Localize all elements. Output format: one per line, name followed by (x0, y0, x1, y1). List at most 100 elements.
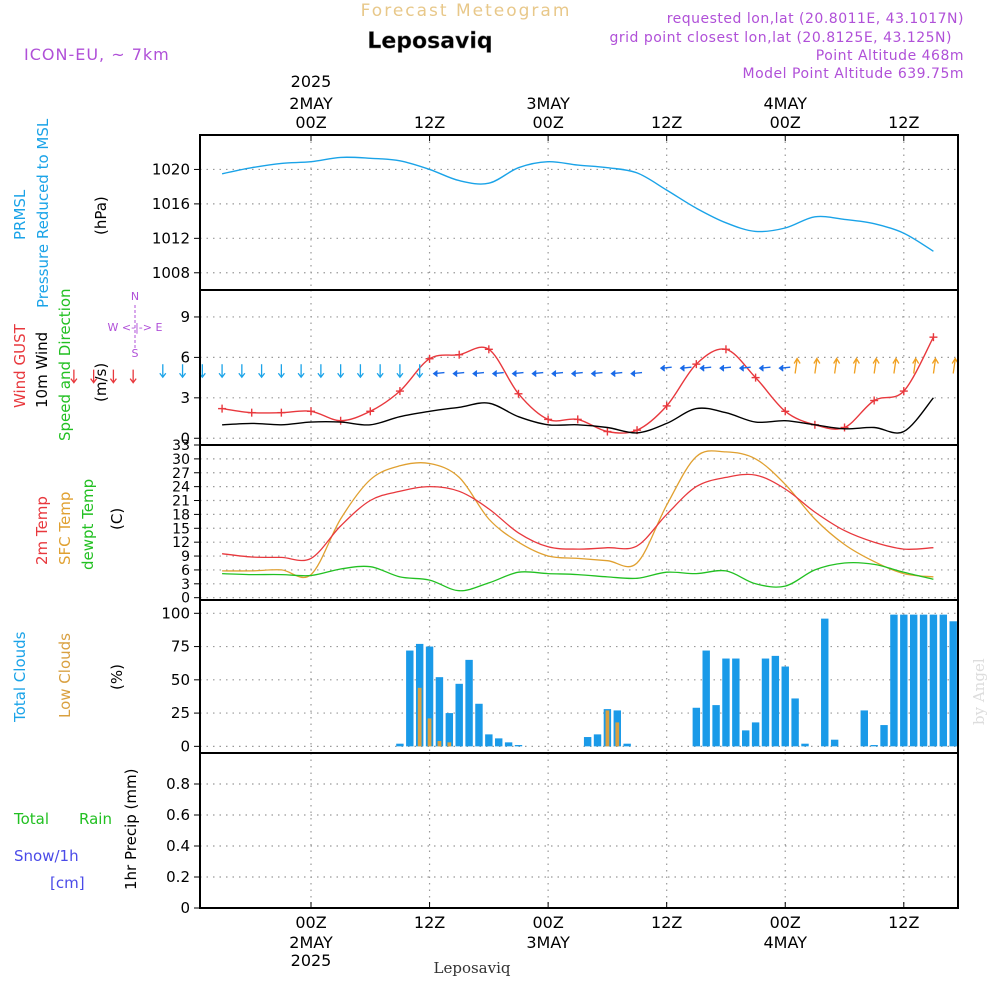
wind-direction-arrow (159, 364, 167, 379)
wind-direction-arrow (793, 357, 801, 374)
wind-gust-marker (603, 427, 612, 436)
total-cloud-bar (514, 745, 523, 747)
wind-direction-arrow (630, 370, 643, 377)
panel-1-background (200, 135, 958, 290)
wind-direction-arrow (376, 364, 384, 379)
panel-4-background (200, 600, 958, 753)
wind-direction-arrow (833, 357, 841, 374)
wind-gust-marker (366, 407, 375, 416)
bottom-axis-line1: 00Z (532, 913, 563, 932)
bottom-axis-line1: 12Z (651, 913, 682, 932)
dewpt-temp-label: dewpt Temp (79, 479, 97, 570)
total-cloud-bar (830, 739, 839, 747)
total-cloud-bar (949, 621, 957, 747)
y-tick-label: 50 (171, 671, 190, 689)
wind-direction-arrow (912, 357, 920, 374)
total-cloud-bar (692, 707, 701, 747)
wind-gust-marker (721, 345, 730, 354)
wind-direction-arrow (277, 364, 285, 379)
2m-temp-label: 2m Temp (33, 496, 51, 565)
wind-direction-arrow (337, 364, 345, 379)
cm-unit-label: [cm] (50, 874, 85, 892)
pct-unit-label: (%) (108, 664, 126, 690)
wind-direction-arrow (931, 357, 939, 374)
wind-gust-marker (395, 387, 404, 396)
low-clouds-label: Low Clouds (56, 633, 74, 718)
total-cloud-bar (722, 658, 730, 747)
total-cloud-bar (495, 738, 503, 747)
sfc-temp-label: SFC Temp (56, 492, 74, 565)
y-tick-label: 27 (172, 466, 190, 482)
wind-direction-arrow (659, 364, 672, 372)
total-cloud-bar (742, 730, 750, 747)
wind-gust-marker (929, 333, 938, 342)
wind-direction-arrow (699, 364, 712, 372)
top-axis-line2: 4MAY (764, 94, 808, 113)
wind-direction-arrow (432, 370, 445, 377)
total-cloud-bar (919, 614, 928, 747)
y-tick-label: 0 (180, 899, 190, 917)
wind-direction-arrow (297, 364, 305, 379)
wind-direction-arrow (852, 357, 860, 374)
wind-direction-arrow (317, 364, 325, 379)
c-unit-label: (C) (108, 508, 126, 530)
wind-direction-arrow (238, 364, 246, 379)
low-cloud-bar (427, 718, 432, 747)
panel-5-background (200, 753, 958, 908)
y-tick-label: 100 (161, 604, 190, 622)
y-tick-label: 6 (181, 563, 190, 579)
wind-direction-arrow (610, 370, 623, 377)
top-axis-line2: 3MAY (526, 94, 570, 113)
y-tick-label: 33 (172, 438, 190, 454)
model-label: ICON-EU, ~ 7km (24, 45, 170, 64)
wind-direction-arrow (472, 370, 485, 377)
total-cloud-bar (445, 713, 454, 747)
wind-gust-marker (781, 407, 790, 416)
total-cloud-bar (732, 658, 740, 747)
tick-labels: 1008101210161020036903691215182124273033… (152, 72, 920, 970)
wind-gust-marker (336, 416, 345, 425)
top-axis-line3: 12Z (651, 113, 682, 132)
wind-direction-arrow (813, 357, 821, 374)
wind-gust-marker (692, 360, 701, 369)
total-cloud-bar (909, 614, 918, 747)
point-altitude: Point Altitude 468m (816, 48, 964, 64)
top-axis-line3: 00Z (295, 113, 326, 132)
y-tick-label: 0.2 (166, 868, 190, 886)
total-cloud-bar (702, 650, 710, 747)
suptitle: Forecast Meteogram (361, 1, 572, 21)
total-cloud-bar (425, 646, 434, 747)
wind-gust-marker (573, 415, 582, 424)
wind-direction-arrow (356, 364, 364, 379)
total-cloud-bar (761, 658, 770, 747)
top-axis-line2: 2MAY (289, 94, 333, 113)
total-cloud-bar (771, 655, 780, 747)
wind-direction-arrow (491, 370, 504, 377)
low-cloud-bar (417, 687, 422, 747)
y-tick-label: 3 (180, 389, 190, 407)
wind-gust-marker (870, 396, 879, 405)
requested-coords: requested lon,lat (20.8011E, 43.1017N) (667, 11, 964, 27)
y-tick-label: 0.6 (166, 806, 190, 824)
dewpt-temp-line (222, 561, 934, 592)
snow-label: Snow/1h (14, 847, 79, 865)
wind-gust-marker (425, 354, 434, 363)
wind-10m-line (222, 397, 934, 434)
wind-gust-marker (247, 408, 256, 417)
wind-direction-arrow (778, 364, 791, 372)
2m-temp-line (222, 473, 934, 562)
10m-wind-label: 10m Wind (33, 332, 51, 408)
prmsl-label: PRMSL (11, 189, 29, 240)
total-cloud-bar (435, 677, 444, 747)
top-axis-line3: 00Z (770, 113, 801, 132)
rain-label: Rain (79, 810, 112, 828)
wind-gust-marker (840, 423, 849, 432)
total-cloud-bar (623, 743, 631, 747)
total-cloud-bar (890, 614, 898, 747)
top-axis-line3: 12Z (414, 113, 445, 132)
bottom-axis-line2: 2MAY (289, 933, 333, 952)
total-cloud-bar (712, 705, 720, 747)
wind-gust-marker (218, 404, 227, 413)
y-tick-label: 12 (172, 535, 190, 551)
bottom-axis-line1: 12Z (888, 913, 919, 932)
